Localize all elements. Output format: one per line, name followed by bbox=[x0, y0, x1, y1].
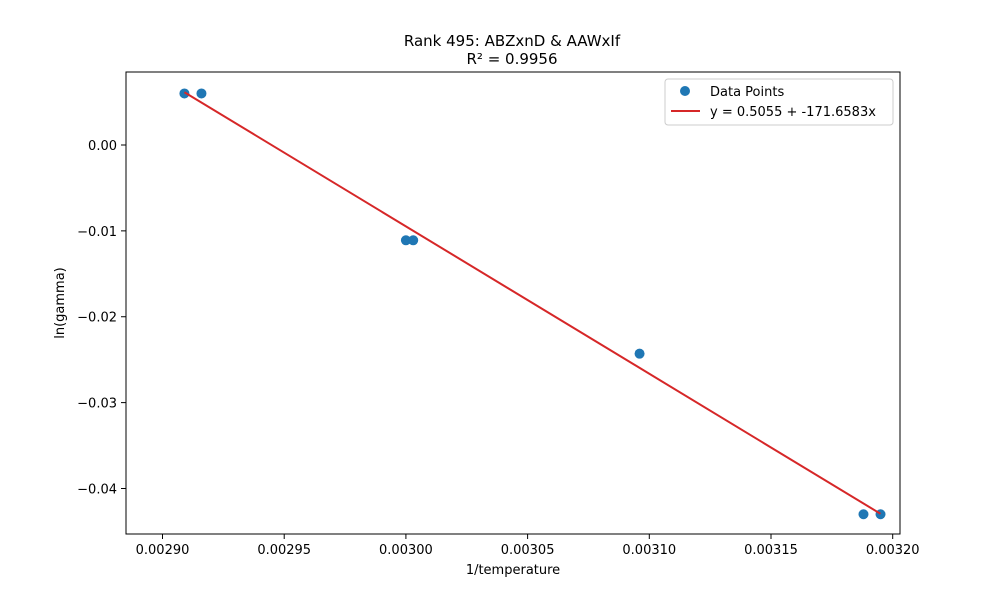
y-tick-label-3: −0.03 bbox=[77, 397, 117, 412]
y-tick-label-2: −0.02 bbox=[77, 311, 117, 326]
x-tick-label-3: 0.00305 bbox=[501, 543, 555, 558]
x-tick-label-2: 0.00300 bbox=[379, 543, 433, 558]
y-axis-label: ln(gamma) bbox=[53, 267, 68, 339]
x-tick-label-6: 0.00320 bbox=[866, 543, 920, 558]
x-tick-label-5: 0.00315 bbox=[744, 543, 798, 558]
y-tick-label-0: 0.00 bbox=[88, 139, 117, 154]
data-point-3 bbox=[408, 235, 419, 246]
chart-title: Rank 495: ABZxnD & AAWxIf bbox=[404, 32, 621, 50]
data-point-4 bbox=[634, 348, 645, 359]
legend-label-fit-line: y = 0.5055 + -171.6583x bbox=[710, 105, 876, 120]
legend-scatter-marker bbox=[680, 86, 690, 96]
y-axis-ticks: 0.00 −0.01 −0.02 −0.03 −0.04 bbox=[77, 139, 126, 497]
plot-area bbox=[179, 88, 886, 520]
legend: Data Points y = 0.5055 + -171.6583x bbox=[664, 78, 894, 126]
data-point-2 bbox=[400, 235, 411, 246]
x-tick-label-1: 0.00295 bbox=[257, 543, 311, 558]
data-point-1 bbox=[196, 88, 207, 99]
x-axis-ticks: 0.00290 0.00295 0.00300 0.00305 0.00310 0.003… bbox=[136, 534, 920, 558]
x-tick-label-4: 0.00310 bbox=[622, 543, 676, 558]
y-tick-label-4: −0.04 bbox=[77, 482, 117, 497]
data-point-5 bbox=[858, 509, 869, 520]
fit-line bbox=[183, 91, 882, 515]
legend-box bbox=[664, 78, 894, 126]
x-axis-label: 1/temperature bbox=[466, 563, 560, 578]
chart-subtitle: R² = 0.9956 bbox=[466, 50, 557, 68]
data-point-0 bbox=[179, 88, 190, 99]
axes-frame bbox=[125, 71, 901, 535]
x-tick-label-0: 0.00290 bbox=[136, 543, 190, 558]
y-tick-label-1: −0.01 bbox=[77, 225, 117, 240]
legend-label-data-points: Data Points bbox=[710, 85, 784, 100]
